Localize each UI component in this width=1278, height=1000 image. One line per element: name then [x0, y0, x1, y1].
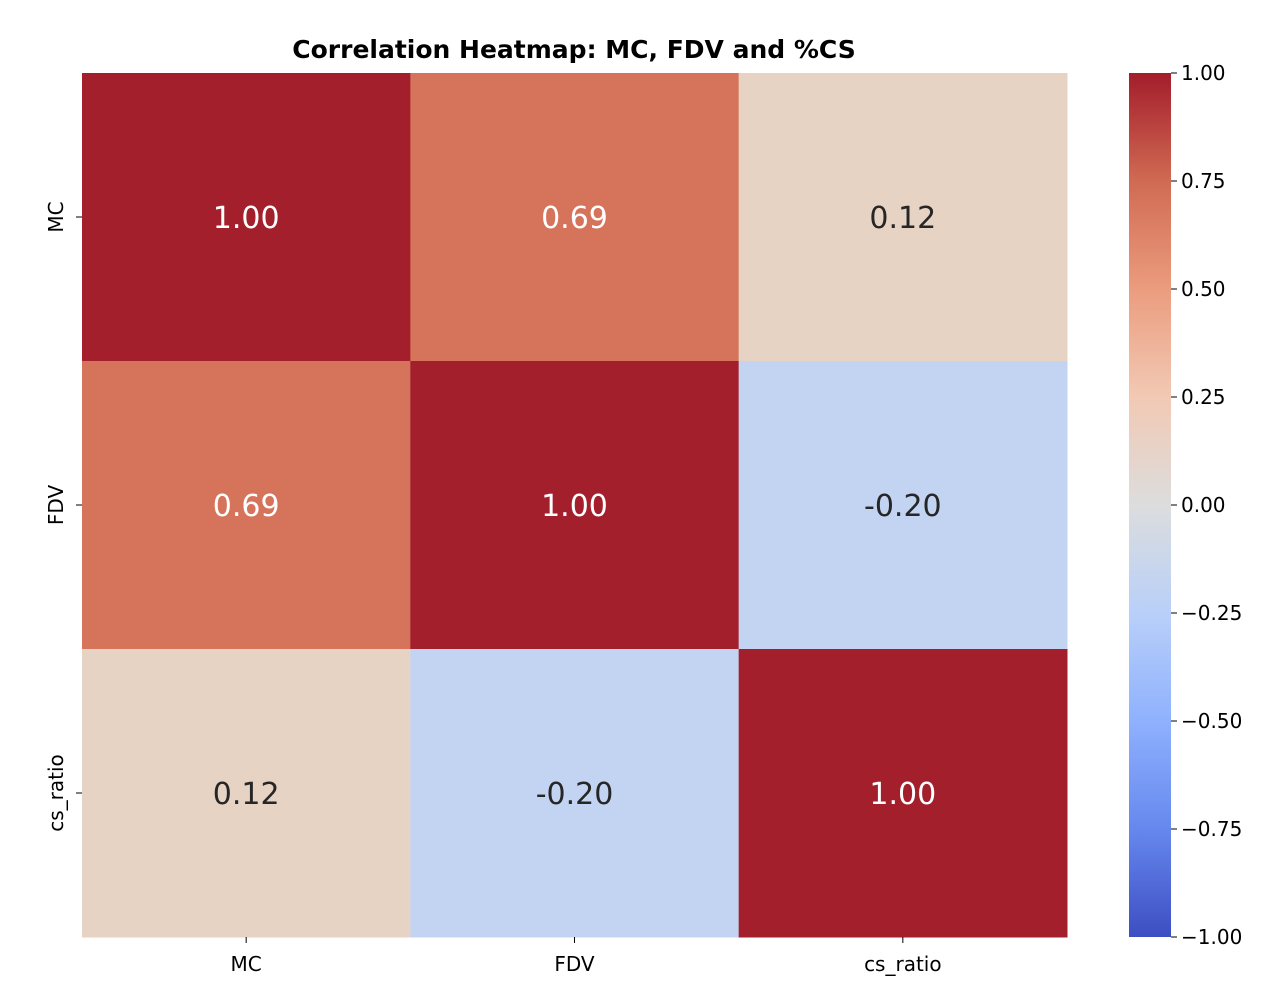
heatmap-cell — [410, 361, 740, 650]
y-tick-label: FDV — [44, 485, 68, 526]
colorbar-tick-label: 0.25 — [1181, 385, 1226, 409]
heatmap-cell — [410, 73, 740, 362]
heatmap-cell — [82, 361, 411, 650]
heatmap-cell — [738, 73, 1068, 362]
cell-annotation: 1.00 — [541, 489, 608, 524]
colorbar-tick-label: −1.00 — [1181, 925, 1242, 949]
colorbar-tick-label: 0.00 — [1181, 493, 1226, 517]
x-tick-label: MC — [231, 952, 262, 976]
cell-annotation: -0.20 — [864, 489, 942, 524]
cell-annotation: 0.69 — [213, 489, 280, 524]
heatmap-cell — [738, 361, 1068, 650]
colorbar-tick-label: −0.25 — [1181, 601, 1242, 625]
cell-annotation: 0.12 — [213, 777, 280, 812]
colorbar-tick-label: 0.50 — [1181, 277, 1226, 301]
heatmap-cell — [82, 649, 411, 938]
colorbar-tick-label: −0.75 — [1181, 817, 1242, 841]
colorbar-tick-label: −0.50 — [1181, 709, 1242, 733]
cell-annotation: 0.69 — [541, 201, 608, 236]
y-tick-label: cs_ratio — [44, 754, 68, 832]
cell-annotation: 0.12 — [869, 201, 936, 236]
colorbar-tick-label: 0.75 — [1181, 169, 1226, 193]
colorbar-tick-label: 1.00 — [1181, 61, 1226, 85]
cell-annotation: 1.00 — [869, 777, 936, 812]
colorbar — [1129, 73, 1171, 937]
y-tick-label: MC — [44, 201, 68, 232]
x-tick-label: cs_ratio — [864, 952, 942, 976]
heatmap-cell — [82, 73, 411, 362]
x-tick-label: FDV — [554, 952, 595, 976]
heatmap-cell — [738, 649, 1068, 938]
cell-annotation: 1.00 — [213, 201, 280, 236]
chart-title: Correlation Heatmap: MC, FDV and %CS — [292, 35, 855, 64]
cell-annotation: -0.20 — [536, 777, 614, 812]
heatmap-cell — [410, 649, 740, 938]
